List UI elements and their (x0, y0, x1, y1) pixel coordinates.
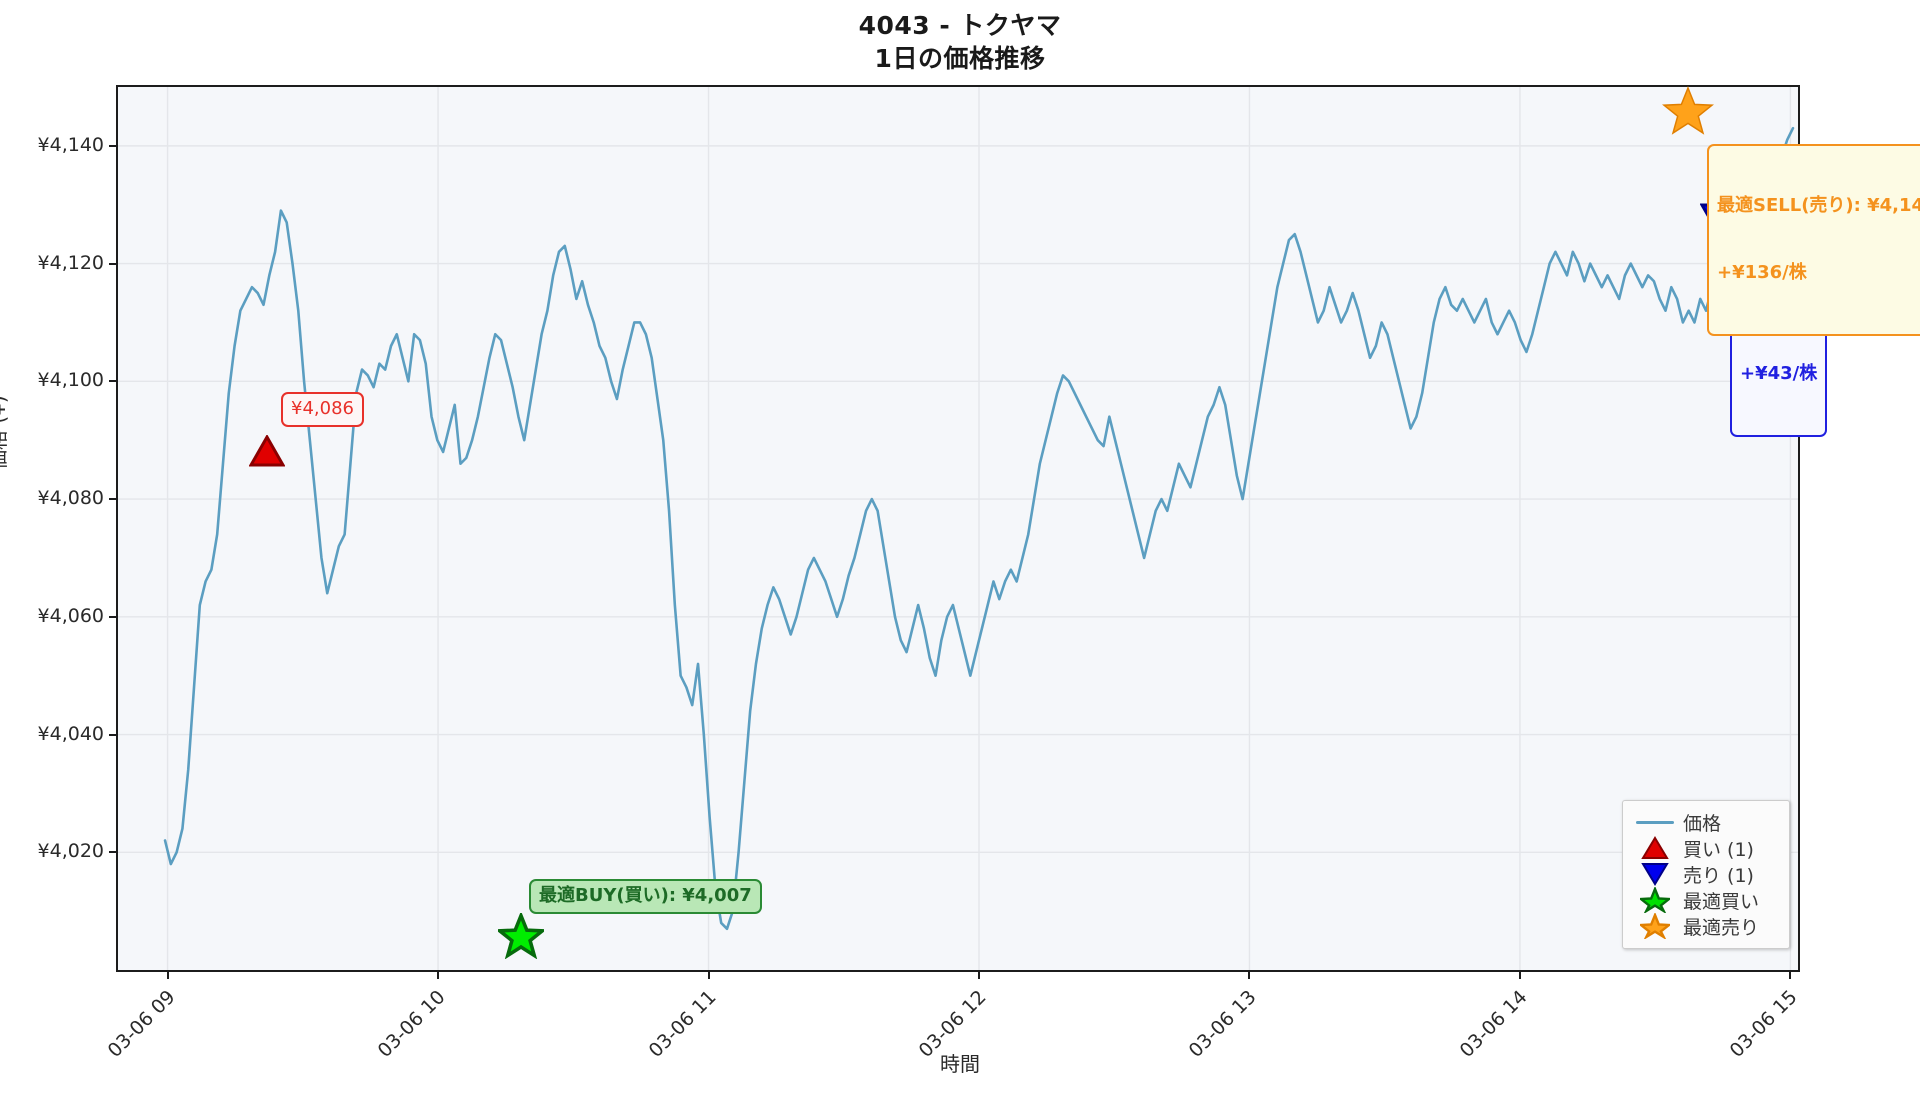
legend-item-4[interactable]: 最適売り (1633, 913, 1779, 939)
y-axis-tick-mark (109, 498, 116, 501)
plot-area (116, 85, 1800, 972)
price-line-series (163, 126, 1795, 931)
x-axis-tick-mark (1518, 972, 1521, 979)
page-title: 4043 - トクヤマ (858, 11, 1062, 40)
y-axis-tick-mark (109, 733, 116, 736)
plot-clip (118, 87, 1798, 970)
legend-item-label: 売り (1) (1683, 864, 1754, 887)
price-line-swatch (1636, 820, 1674, 824)
legend-item-label: 買い (1) (1683, 838, 1754, 861)
x-axis-tick-mark (978, 972, 980, 979)
y-axis-title: 価格 (¥) (0, 395, 10, 470)
y-axis-tick-label: ¥4,040 (37, 722, 104, 745)
x-axis-tick-mark (1248, 972, 1251, 979)
best-buy-star-marker[interactable] (498, 913, 544, 959)
chart-legend: 価格買い (1) 売り (1) 最適買い最適売り (1622, 800, 1790, 949)
star-icon (1633, 887, 1677, 913)
y-axis-tick-label: ¥4,100 (37, 369, 104, 392)
page-subtitle: 1日の価格推移 (874, 44, 1046, 73)
price-line (163, 126, 1795, 931)
legend-item-label: 価格 (1683, 812, 1722, 835)
y-axis-tick-label: ¥4,140 (37, 133, 104, 156)
y-axis-tick-mark (109, 615, 116, 618)
x-axis-tick-mark (1789, 972, 1792, 979)
legend-item-label: 最適買い (1683, 890, 1760, 913)
legend-item-3[interactable]: 最適買い (1633, 887, 1779, 913)
legend-item-2[interactable]: 売り (1) (1633, 861, 1779, 887)
best-sell-line1: 最適SELL(売り): ¥4,143 (1717, 194, 1920, 216)
best-sell-star-marker[interactable] (1662, 85, 1714, 137)
star-icon (1633, 913, 1677, 939)
buy-price-annotation: ¥4,086 (281, 392, 364, 428)
best-sell-line2: +¥136/株 (1717, 261, 1807, 283)
y-axis-tick-mark (109, 851, 116, 854)
line-icon (1633, 820, 1677, 824)
y-axis-tick-label: ¥4,120 (37, 251, 104, 274)
y-axis-tick-mark (109, 380, 116, 383)
legend-item-label: 最適売り (1683, 916, 1760, 939)
best-sell-annotation: 最適SELL(売り): ¥4,143 +¥136/株 (1707, 144, 1920, 336)
x-axis-tick-mark (437, 972, 440, 979)
grid-lines (118, 87, 1798, 970)
x-axis-tick-mark (707, 972, 710, 979)
sell-price-line2: +¥43/株 (1740, 362, 1818, 384)
y-axis-tick-label: ¥4,080 (37, 487, 104, 510)
best-buy-annotation: 最適BUY(買い): ¥4,007 (529, 879, 762, 915)
triangle-down-icon (1633, 861, 1677, 887)
triangle-up-icon (1633, 835, 1677, 861)
y-axis-tick-mark (109, 262, 116, 265)
y-axis-tick-label: ¥4,060 (37, 604, 104, 627)
y-axis-tick-mark (109, 144, 116, 147)
legend-item-0[interactable]: 価格 (1633, 809, 1779, 835)
buy-triangle-marker[interactable] (249, 435, 285, 467)
x-axis-title: 時間 (940, 1052, 980, 1076)
x-axis-tick-mark (166, 972, 169, 979)
legend-item-1[interactable]: 買い (1) (1633, 835, 1779, 861)
y-axis-tick-label: ¥4,020 (37, 840, 104, 863)
